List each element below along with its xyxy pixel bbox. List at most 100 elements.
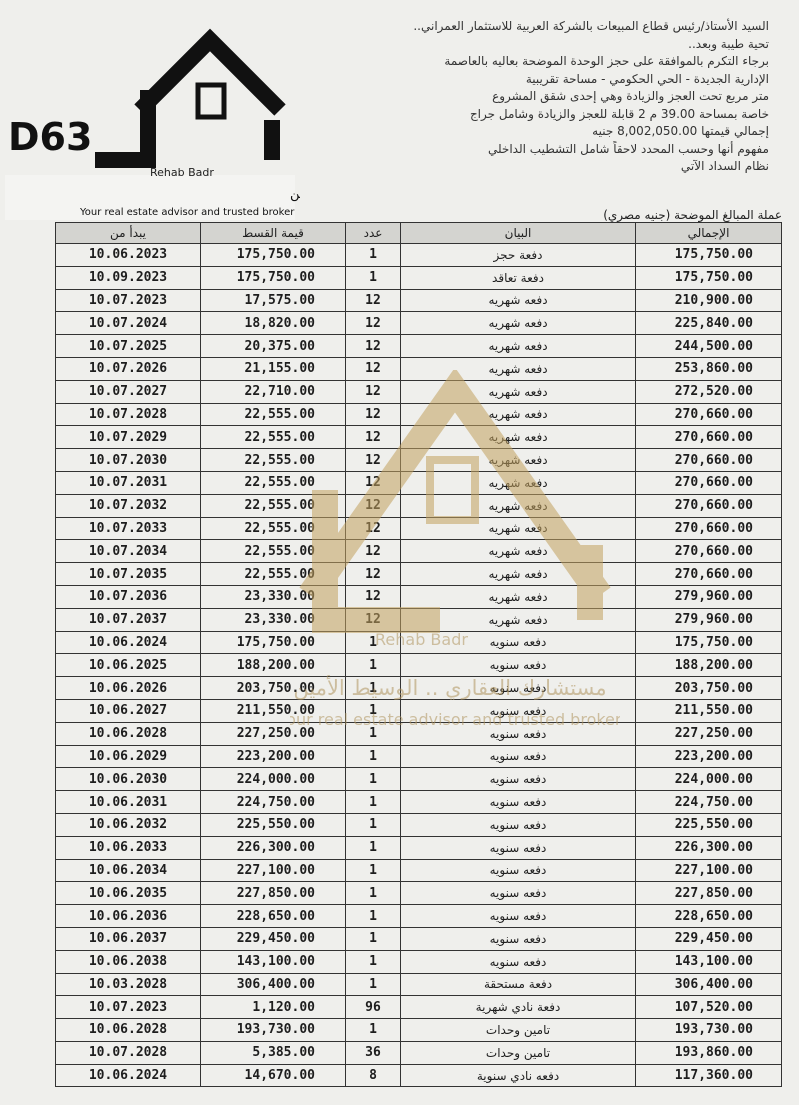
total-cell: 228,650.00 [635, 904, 782, 928]
description-cell: دفعه شهريه [400, 448, 636, 472]
total-cell: 227,100.00 [635, 858, 782, 883]
letter-line: تحية طيبة وبعد.. [688, 36, 769, 51]
start-date-cell: 10.06.2033 [55, 835, 201, 860]
table-row: 10.06.2034 227,100.00 1 دفعه سنويه 227,100.0… [55, 858, 782, 883]
total-cell: 227,250.00 [635, 721, 782, 746]
start-date-cell: 10.06.2036 [55, 904, 201, 928]
description-cell: دفعه شهريه [400, 470, 636, 495]
description-cell: دفعه سنويه [400, 881, 636, 906]
installment-cell: 17,575.00 [200, 288, 346, 313]
installment-cell: 23,330.00 [200, 584, 346, 609]
count-cell: 36 [345, 1040, 401, 1065]
installment-cell: 306,400.00 [200, 972, 346, 997]
table-row: 10.07.2031 22,555.00 12 دفعه شهريه 270,660.0… [55, 470, 782, 495]
table-row: 10.07.2032 22,555.00 12 دفعه شهريه 270,660.0… [55, 493, 782, 518]
installment-cell: 203,750.00 [200, 676, 346, 700]
table-row: 10.06.2023 175,750.00 1 دفعة حجز 175,750.00 [55, 243, 782, 267]
letter-line: مفهوم أنها وحسب المحدد لاحقاً شامل التشط… [487, 141, 769, 156]
total-cell: 175,750.00 [635, 243, 782, 267]
table-row: 10.07.2030 22,555.00 12 دفعه شهريه 270,660.0… [55, 448, 782, 472]
start-date-cell: 10.07.2023 [55, 995, 201, 1020]
installment-cell: 227,250.00 [200, 721, 346, 746]
count-cell: 1 [345, 926, 401, 951]
count-cell: 1 [345, 653, 401, 678]
description-cell: دفعه شهريه [400, 334, 636, 358]
start-date-cell: 10.07.2031 [55, 470, 201, 495]
start-date-cell: 10.06.2024 [55, 630, 201, 655]
description-cell: دفعه شهريه [400, 402, 636, 427]
description-cell: دفعه سنويه [400, 812, 636, 837]
total-cell: 226,300.00 [635, 835, 782, 860]
table-row: 10.06.2033 226,300.00 1 دفعه سنويه 226,300.0… [55, 835, 782, 860]
table-row: 10.06.2038 143,100.00 1 دفعه سنويه 143,100.0… [55, 949, 782, 974]
count-cell: 1 [345, 881, 401, 906]
count-cell: 12 [345, 448, 401, 472]
start-date-cell: 10.09.2023 [55, 265, 201, 290]
start-date-cell: 10.06.2028 [55, 1018, 201, 1042]
count-cell: 96 [345, 995, 401, 1020]
total-cell: 223,200.00 [635, 744, 782, 769]
start-date-cell: 10.06.2034 [55, 858, 201, 883]
total-cell: 193,730.00 [635, 1018, 782, 1042]
start-date-cell: 10.06.2026 [55, 676, 201, 700]
installment-cell: 22,555.00 [200, 562, 346, 586]
count-cell: 12 [345, 562, 401, 586]
description-cell: دفعه شهريه [400, 562, 636, 586]
start-date-cell: 10.06.2023 [55, 243, 201, 267]
start-date-cell: 10.07.2027 [55, 379, 201, 404]
start-date-cell: 10.07.2028 [55, 1040, 201, 1065]
count-cell: 1 [345, 243, 401, 267]
total-cell: 270,660.00 [635, 470, 782, 495]
table-row: 10.03.2028 306,400.00 1 دفعة مستحقة 306,400.… [55, 972, 782, 997]
start-date-cell: 10.06.2037 [55, 926, 201, 951]
table-row: 10.09.2023 175,750.00 1 دفعة تعاقد 175,750.0… [55, 265, 782, 290]
installment-cell: 22,555.00 [200, 539, 346, 564]
start-date-cell: 10.07.2025 [55, 334, 201, 358]
count-cell: 1 [345, 949, 401, 974]
description-cell: دفعه سنويه [400, 949, 636, 974]
total-cell: 272,520.00 [635, 379, 782, 404]
count-cell: 1 [345, 972, 401, 997]
table-row: 10.07.2023 1,120.00 96 دفعة نادي شهرية 107,5… [55, 995, 782, 1020]
installment-cell: 227,100.00 [200, 858, 346, 883]
table-row: 10.07.2034 22,555.00 12 دفعه شهريه 270,660.0… [55, 539, 782, 564]
total-cell: 270,660.00 [635, 425, 782, 450]
logo-roof [134, 28, 286, 116]
installment-cell: 22,555.00 [200, 516, 346, 541]
table-row: 10.06.2028 227,250.00 1 دفعه سنويه 227,250.0… [55, 721, 782, 746]
installment-cell: 22,555.00 [200, 470, 346, 495]
count-cell: 12 [345, 425, 401, 450]
letter-line: السيد الأستاذ/رئيس قطاع المبيعات بالشركة… [413, 19, 769, 33]
start-date-cell: 10.06.2027 [55, 698, 201, 723]
count-cell: 12 [345, 584, 401, 609]
total-cell: 225,550.00 [635, 812, 782, 837]
start-date-cell: 10.06.2029 [55, 744, 201, 769]
count-cell: 1 [345, 265, 401, 290]
count-cell: 12 [345, 379, 401, 404]
start-date-cell: 10.06.2024 [55, 1063, 201, 1088]
logo-code: D63 [8, 115, 92, 159]
column-header: يبدأ من [55, 222, 201, 244]
column-header: قيمة القسط [200, 222, 346, 244]
letter-line: برجاء التكرم بالموافقة على حجز الوحدة ال… [444, 54, 769, 68]
table-row: 10.07.2027 22,710.00 12 دفعه شهريه 272,520.0… [55, 379, 782, 404]
table-row: 10.06.2032 225,550.00 1 دفعه سنويه 225,550.0… [55, 812, 782, 837]
column-header: عدد [345, 222, 401, 244]
installment-cell: 21,155.00 [200, 356, 346, 381]
table-caption: عملة المبالغ الموضحة (جنيه مصري) [603, 208, 782, 222]
description-cell: دفعه شهريه [400, 516, 636, 541]
description-cell: دفعه سنويه [400, 767, 636, 792]
total-cell: 224,000.00 [635, 767, 782, 792]
table-row: 10.06.2030 224,000.00 1 دفعه سنويه 224,000.0… [55, 767, 782, 792]
table-row: 10.07.2028 5,385.00 36 تامين وحدات 193,860.0… [55, 1040, 782, 1065]
installment-cell: 229,450.00 [200, 926, 346, 951]
start-date-cell: 10.06.2030 [55, 767, 201, 792]
table-row: 10.06.2024 14,670.00 8 دفعه نادي سنوية 117,3… [55, 1063, 782, 1088]
installment-cell: 20,375.00 [200, 334, 346, 358]
count-cell: 12 [345, 288, 401, 313]
description-cell: دفعه سنويه [400, 698, 636, 723]
description-cell: دفعه شهريه [400, 425, 636, 450]
description-cell: دفعه سنويه [400, 630, 636, 655]
start-date-cell: 10.07.2029 [55, 425, 201, 450]
table-row: 10.07.2037 23,330.00 12 دفعه شهريه 279,960.0… [55, 607, 782, 632]
